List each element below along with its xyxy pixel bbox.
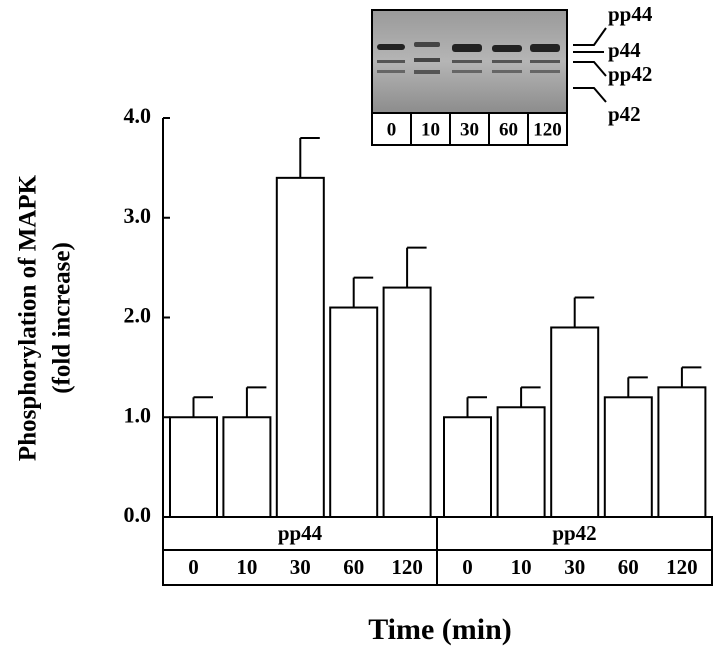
lane-label: 0 <box>387 119 397 140</box>
lane-row <box>371 112 568 146</box>
y-axis-title: (fold increase) <box>49 242 76 394</box>
x-tick-label: 10 <box>511 555 532 579</box>
lane-label: 10 <box>421 119 440 140</box>
x-tick-label: 60 <box>618 555 639 579</box>
x-tick-label: 120 <box>666 555 698 579</box>
y-tick-label: 0.0 <box>124 502 152 527</box>
x-tick-label: 30 <box>290 555 311 579</box>
bar <box>329 306 379 518</box>
y-tick-label: 3.0 <box>124 203 152 228</box>
inset-blot <box>371 9 607 146</box>
blot-bands <box>377 42 560 74</box>
x-tick-label: 60 <box>343 555 364 579</box>
x-tick-label: 10 <box>236 555 257 579</box>
bar <box>496 406 546 518</box>
bar <box>222 416 272 518</box>
group-label: pp42 <box>552 521 596 545</box>
x-tick-label: 30 <box>564 555 585 579</box>
bar <box>275 176 325 518</box>
band-pointers <box>573 27 607 103</box>
x-axis-title: Time (min) <box>368 613 512 646</box>
bar <box>603 396 653 518</box>
bar <box>657 386 707 519</box>
y-axis-title: Phosphorylation of MAPK <box>15 174 42 461</box>
group-cell <box>436 516 713 551</box>
lane-label: 60 <box>499 119 518 140</box>
bar <box>550 326 600 518</box>
bar <box>443 416 492 518</box>
group-label: pp44 <box>278 521 323 545</box>
x-tick-label: 120 <box>391 555 423 579</box>
band-label: pp44 <box>608 2 653 26</box>
y-tick-label: 1.0 <box>124 402 152 427</box>
band-label: p42 <box>608 102 641 126</box>
band-label: p44 <box>608 38 641 62</box>
lane-label: 30 <box>460 119 479 140</box>
band-label: pp42 <box>608 62 652 86</box>
lane-label: 120 <box>533 119 562 140</box>
bar <box>169 416 218 518</box>
bar <box>382 286 432 519</box>
y-tick-label: 4.0 <box>124 103 152 128</box>
x-tick-label: 0 <box>188 555 199 579</box>
y-tick-label: 2.0 <box>124 303 152 328</box>
category-row <box>436 549 713 586</box>
x-tick-label: 0 <box>462 555 473 579</box>
